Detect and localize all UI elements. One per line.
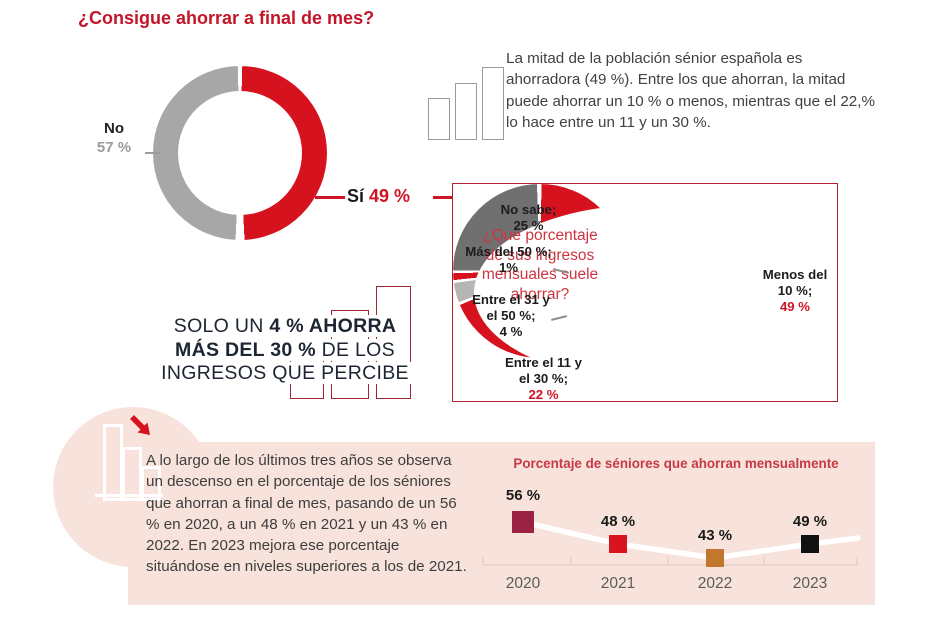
no-label-value: 57 % [96,138,132,156]
value-label-2021: 48 % [600,513,636,530]
savings-donut [153,66,327,240]
savings-si-label: Sí 49 % [347,186,410,207]
axis-tick [482,557,484,565]
page-title: ¿Consigue ahorrar a final de mes? [78,8,375,28]
value-label-2022: 43 % [697,527,733,544]
label-mas-del-50: Más del 50 %; 1% [465,244,552,275]
income-donut-question: ¿Qué porcentaje de sus ingresos mensuale… [481,227,599,303]
label-entre-11-30: Entre el 11 y el 30 %; 22 % [505,355,582,402]
year-label-2023: 2023 [792,575,828,592]
label-no-sabe: No sabe; 25 % [500,202,557,233]
data-point-2021 [609,535,627,553]
axis-tick [667,557,669,565]
value-label-2020: 56 % [505,487,541,504]
trend-band [128,442,875,605]
no-connector-line [145,152,160,154]
income-donut [453,184,816,380]
label-menos-del-10: Menos del 10 %; 49 % [762,267,828,314]
declining-bars-icon [103,424,123,501]
data-point-2020 [512,511,534,533]
savings-donut-hole [178,91,302,215]
year-label-2021: 2021 [600,575,636,592]
declining-bars-baseline [95,494,163,497]
summary-text: La mitad de la población sénior española… [506,50,875,131]
si-label-value: 49 % [369,186,411,206]
trend-icon-circle [53,407,213,567]
label-entre-31-50: Entre el 31 y el 50 %; 4 % [472,292,550,339]
income-donut-hole [474,205,816,380]
data-point-2023 [801,535,819,553]
trend-x-axis [482,564,858,566]
axis-tick [856,557,858,565]
si-connector-line-right [433,196,452,199]
trend-chart-title: Porcentaje de séniores que ahorran mensu… [513,456,839,471]
highlight-statement: SOLO UN 4 % AHORRA MÁS DEL 30 % DE LOS I… [159,315,411,384]
year-label-2022: 2022 [697,575,733,592]
rising-bars-icon [428,67,504,140]
si-label-text: Sí [347,186,365,206]
no-label-text: No [104,120,124,137]
declining-bars-icon [141,466,161,501]
savings-no-label: No 57 % [85,120,143,158]
value-label-2023: 49 % [792,513,828,530]
arrow-down-right-icon [130,415,150,435]
income-donut-panel: ¿Qué porcentaje de sus ingresos mensuale… [452,183,838,402]
data-point-2022 [706,549,724,567]
year-label-2020: 2020 [505,575,541,592]
axis-tick [763,557,765,565]
trend-paragraph: A lo largo de los últimos tres años se o… [146,452,467,576]
axis-tick [570,557,572,565]
declining-bars-icon [122,447,142,501]
si-connector-line-left [315,196,345,199]
